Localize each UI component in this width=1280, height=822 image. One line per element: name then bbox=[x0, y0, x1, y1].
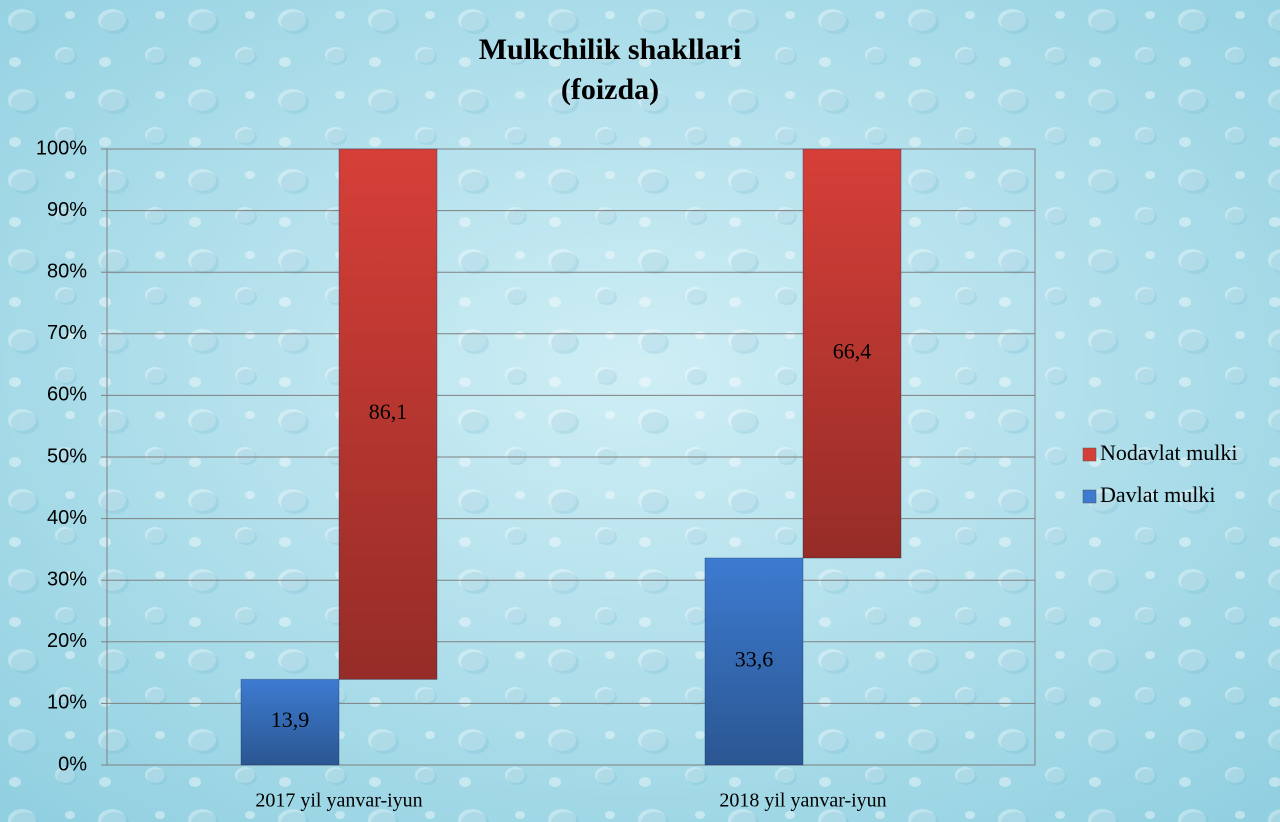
bar-shade bbox=[339, 149, 437, 680]
data-label: 66,4 bbox=[833, 339, 872, 364]
y-tick-label: 0% bbox=[58, 753, 87, 775]
legend-label: Davlat mulki bbox=[1100, 482, 1215, 507]
bar-shade bbox=[705, 558, 803, 765]
y-tick-label: 20% bbox=[47, 630, 87, 652]
y-tick-label: 60% bbox=[47, 384, 87, 406]
data-label: 33,6 bbox=[735, 647, 774, 672]
y-tick-label: 100% bbox=[36, 137, 87, 159]
y-tick-label: 50% bbox=[47, 445, 87, 467]
chart-title: Mulkchilik shakllari bbox=[479, 33, 742, 66]
y-tick-label: 40% bbox=[47, 507, 87, 529]
legend-swatch bbox=[1082, 489, 1097, 504]
x-tick-label: 2017 yil yanvar-iyun bbox=[255, 790, 422, 812]
y-tick-label: 70% bbox=[47, 322, 87, 344]
legend-swatch bbox=[1082, 447, 1097, 462]
bar-shade bbox=[241, 679, 339, 765]
data-label: 13,9 bbox=[271, 707, 310, 732]
data-label: 86,1 bbox=[369, 399, 408, 424]
chart-subtitle: (foizda) bbox=[561, 73, 659, 106]
y-tick-label: 80% bbox=[47, 260, 87, 282]
legend-label: Nodavlat mulki bbox=[1100, 440, 1237, 465]
y-tick-label: 10% bbox=[47, 692, 87, 714]
x-tick-label: 2018 yil yanvar-iyun bbox=[719, 790, 886, 812]
bar-shade bbox=[803, 149, 901, 559]
y-tick-label: 30% bbox=[47, 568, 87, 590]
y-tick-label: 90% bbox=[47, 199, 87, 221]
